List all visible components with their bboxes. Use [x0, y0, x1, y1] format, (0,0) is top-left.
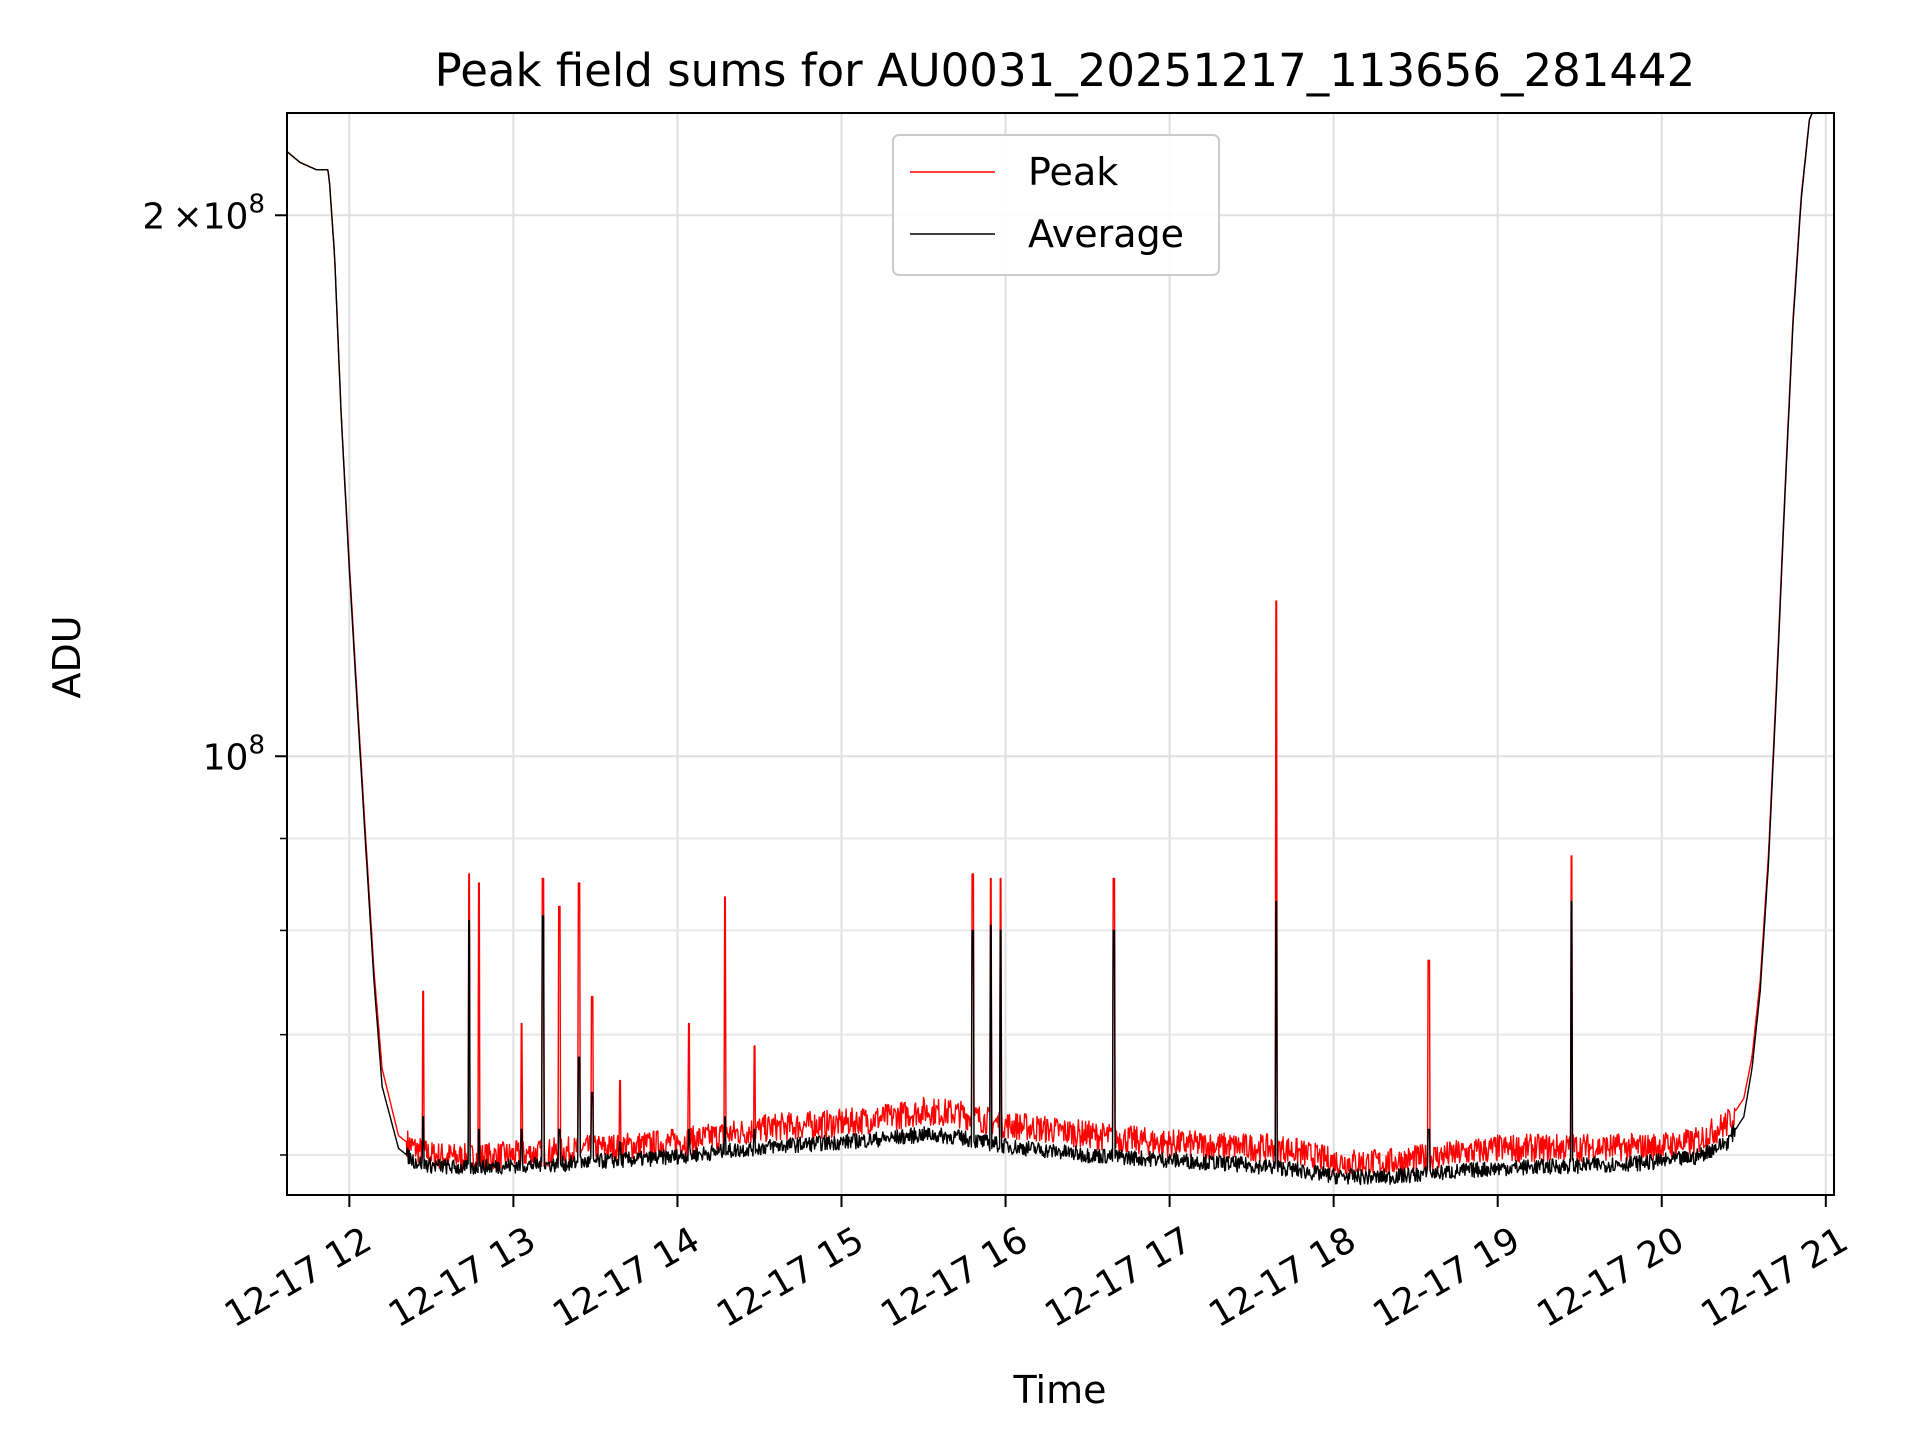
- x-tick-label: 12-17 12: [218, 1219, 379, 1335]
- legend-label-average: Average: [1028, 212, 1184, 256]
- chart-title: Peak field sums for AU0031_20251217_1136…: [435, 44, 1696, 97]
- y-tick-exponent: 8: [248, 730, 265, 760]
- x-tick-label: 12-17 13: [382, 1219, 543, 1335]
- x-tick-label: 12-17 19: [1366, 1219, 1527, 1335]
- x-tick-label: 12-17 18: [1202, 1219, 1363, 1335]
- plot-area: [287, 113, 1813, 1186]
- series-line-average: [287, 113, 1813, 1186]
- x-tick-label: 12-17 20: [1530, 1219, 1691, 1335]
- x-tick-label: 12-17 15: [710, 1219, 871, 1335]
- y-tick-label: 2 ×108: [142, 189, 265, 237]
- y-tick-base: 10: [203, 196, 249, 237]
- y-tick-label: 108: [203, 730, 265, 778]
- legend: Peak Average: [892, 134, 1220, 276]
- x-axis-label: Time: [1013, 1368, 1107, 1412]
- y-tick-mantissa: 2 ×: [142, 196, 202, 237]
- plot-frame: [286, 112, 1835, 1196]
- x-tick-label: 12-17 16: [874, 1219, 1035, 1335]
- legend-box: [892, 134, 1220, 276]
- y-axis-label: ADU: [45, 615, 89, 698]
- x-tick-label: 12-17 14: [546, 1219, 707, 1335]
- y-tick-base: 10: [203, 737, 249, 778]
- x-tick-label: 12-17 17: [1038, 1219, 1199, 1335]
- x-tick-label: 12-17 21: [1694, 1219, 1855, 1335]
- legend-label-peak: Peak: [1028, 150, 1118, 194]
- y-tick-exponent: 8: [248, 189, 265, 219]
